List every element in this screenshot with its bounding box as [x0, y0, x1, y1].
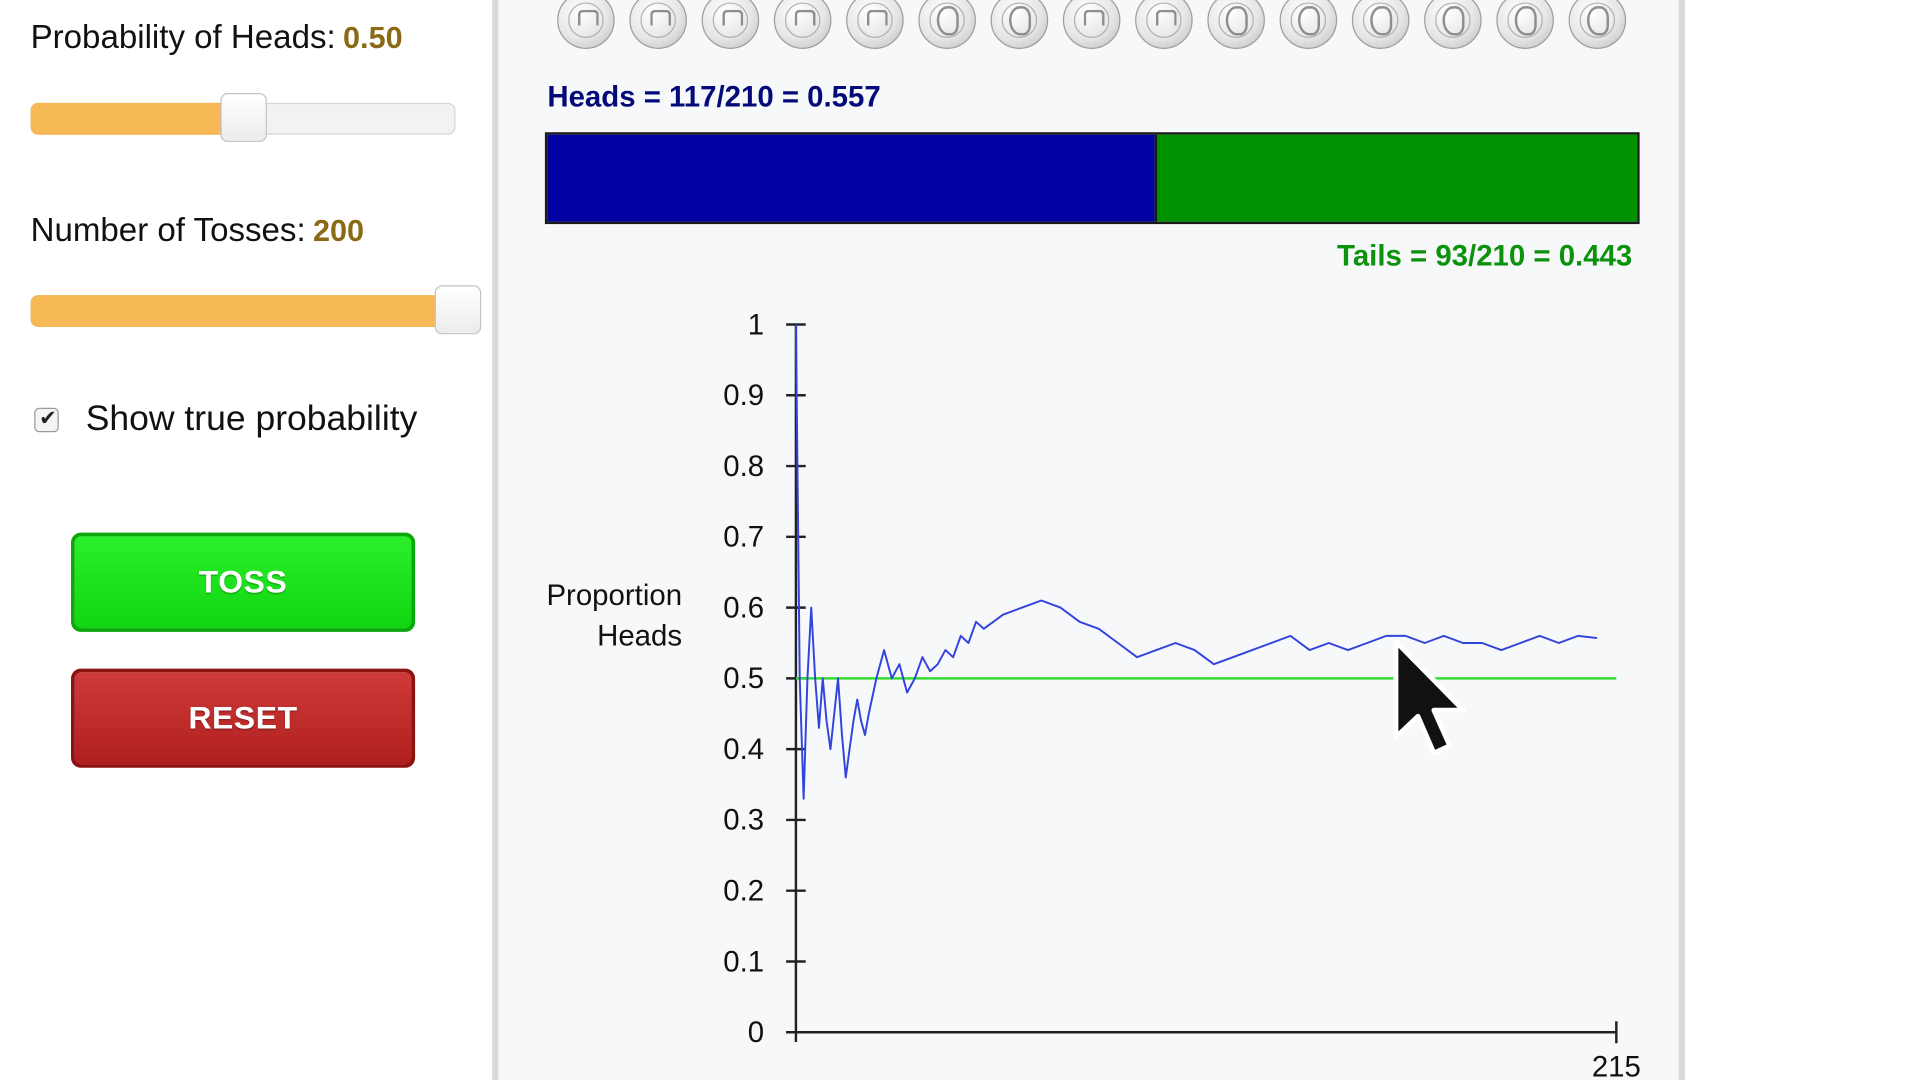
coin-heads-icon	[701, 0, 760, 49]
coin-tails-icon	[1424, 0, 1482, 49]
probability-value: 0.50	[343, 20, 403, 56]
checkmark-icon: ✔	[39, 406, 57, 430]
coin-tails-icon	[1207, 0, 1265, 49]
tosses-slider-fill	[30, 295, 458, 327]
y-tick-label: 0.9	[723, 379, 764, 412]
coin-heads-icon	[1135, 0, 1193, 49]
tosses-value: 200	[312, 214, 365, 249]
tails-bar-segment	[1154, 134, 1638, 222]
reset-button[interactable]: RESET	[71, 668, 416, 768]
x-tick-label: 215	[1592, 1050, 1641, 1080]
tails-count-text: Tails = 93/210 = 0.443	[1337, 240, 1633, 274]
coin-tails-icon	[1351, 0, 1410, 49]
heads-count-text: Heads = 117/210 = 0.557	[547, 80, 881, 114]
y-tick-label: 0.3	[723, 804, 764, 837]
y-tick-label: 0.6	[723, 591, 764, 624]
heads-tails-bar	[544, 132, 1640, 225]
coin-tails-icon	[990, 0, 1049, 49]
probability-slider[interactable]	[30, 93, 456, 143]
probability-of-heads-label: Probability of Heads: 0.50	[30, 18, 403, 56]
probability-slider-thumb[interactable]	[220, 93, 267, 143]
controls-panel: Probability of Heads: 0.50 Number of Toss…	[0, 0, 493, 1080]
mouse-cursor-icon	[1393, 639, 1466, 756]
y-axis-label-line-1: Proportion	[546, 579, 683, 613]
coin-heads-icon	[1062, 0, 1121, 49]
coin-heads-icon	[773, 0, 832, 49]
y-tick-label: 0.1	[723, 945, 764, 978]
y-axis-label-line-2: Heads	[597, 619, 683, 653]
heads-bar-segment	[547, 134, 1155, 222]
y-tick-label: 0.4	[723, 733, 764, 766]
coin-tails-icon	[1279, 0, 1338, 49]
coin-tails-icon	[918, 0, 976, 49]
proportion-heads-series-line	[794, 324, 1598, 800]
coin-tails-icon	[1568, 0, 1627, 49]
y-tick-label: 0.5	[723, 662, 764, 695]
coin-row	[557, 0, 1659, 53]
probability-slider-fill	[30, 102, 244, 135]
y-tick-label: 0.8	[723, 450, 764, 483]
number-of-tosses-label: Number of Tosses: 200	[30, 211, 365, 249]
tosses-slider-thumb[interactable]	[434, 285, 482, 335]
y-tick-label: 0.2	[723, 874, 764, 907]
tosses-slider[interactable]	[30, 285, 482, 335]
show-true-probability-label[interactable]: Show true probability	[85, 399, 418, 439]
y-tick-label: 1	[748, 308, 764, 341]
results-panel: Heads = 117/210 = 0.557 Tails = 93/210 =…	[492, 0, 1685, 1080]
toss-button[interactable]: TOSS	[71, 532, 416, 632]
coin-tails-icon	[1496, 0, 1554, 49]
y-tick-label: 0.7	[723, 521, 764, 554]
proportion-heads-chart: 0 0.1 0.2 0.3 0.4 0.5 0.6 0.7 0.8 0.9 1 215	[723, 308, 1641, 1080]
coin-heads-icon	[846, 0, 904, 49]
y-tick-label: 0	[748, 1016, 764, 1049]
y-axis-label: Proportion Heads	[523, 576, 682, 657]
coin-heads-icon	[557, 0, 615, 49]
coin-heads-icon	[629, 0, 687, 49]
show-true-probability-checkbox[interactable]: ✔	[34, 406, 59, 433]
